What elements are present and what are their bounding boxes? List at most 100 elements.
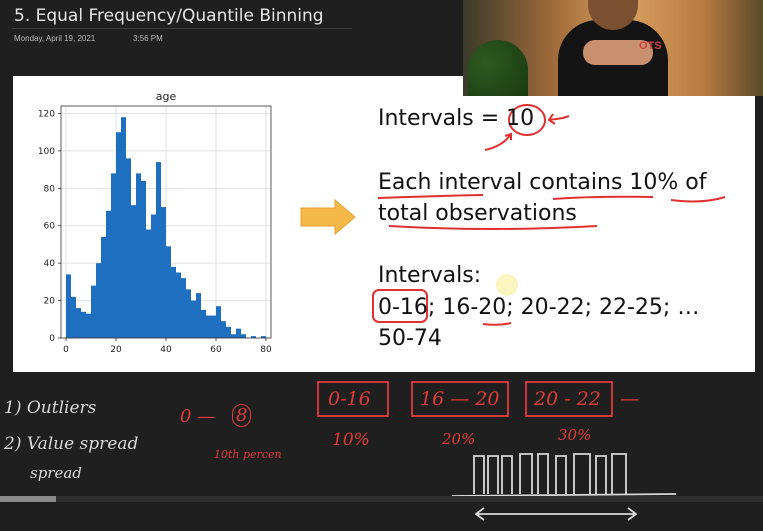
board-item-value-spread: 2) Value spread [4,434,139,454]
each-interval-line2: total observations [378,201,577,226]
board-zero: 0 — [180,406,216,427]
box-16-20 [411,381,509,417]
horizontal-scrollbar[interactable] [0,496,763,502]
cursor-highlight [496,274,518,296]
board-item-spread: spread [30,464,82,482]
histogram-bar [186,289,191,338]
histogram-bar [191,300,196,338]
intervals-list-label: Intervals: [378,263,482,288]
board-pct-20: 20% [442,430,476,448]
histogram-bar [251,336,256,338]
histogram-bar [81,311,86,338]
histogram-bar [211,315,216,338]
underline-total [388,225,598,230]
histogram-bar [181,278,186,338]
histogram-chart: 0 20 40 60 80 100 120 0 20 40 60 80 age [38,90,272,355]
box-20-22 [525,381,613,417]
double-arrow-sketch [474,507,638,521]
intervals-value: 10 [506,106,535,131]
board-box3-text: 20 - 22 [534,388,601,410]
y-tick-label: 40 [44,259,56,269]
histogram-bar [171,266,176,338]
histogram-bar [166,246,171,338]
intervals-heading: Intervals = 10 [378,106,534,131]
scrollbar-thumb[interactable] [0,496,56,502]
histogram-bar [231,334,236,338]
histogram-bar [71,296,76,338]
histogram-bar [96,263,101,338]
intervals-label: Intervals = [378,106,507,131]
arrow-annotation [547,113,570,125]
underline-each [377,194,484,199]
y-tick-label: 120 [38,109,55,119]
histogram-bar [76,308,81,338]
intervals-list-line2: 50-74 [378,326,442,351]
board-box1-text: 0-16 [328,388,371,410]
page-time: 3:56 PM [133,34,163,43]
histogram-bar [116,132,121,338]
histogram-bar [236,328,241,338]
board-pct-10: 10% [332,430,370,450]
y-tick-label: 100 [38,147,55,157]
histogram-bar [161,207,166,338]
board-pct-30: 30% [558,426,592,444]
page-title: 5. Equal Frequency/Quantile Binning [14,6,324,26]
histogram-bar [221,321,226,338]
histogram-bar [216,306,221,338]
histogram-bar [206,315,211,338]
arrow-up-annotation [484,132,512,151]
histogram-bar [261,336,266,338]
histogram-bar [121,117,126,339]
board-drawings [317,381,677,521]
x-tick-label: 80 [260,345,272,355]
histogram-bar [176,272,181,338]
histogram-bar [196,293,201,338]
board-eight: 8 [232,404,252,427]
board-box2-text: 16 — 20 [420,388,500,410]
underline-contains [552,195,654,200]
board-10th-percentile: 10th percen [214,448,282,461]
histogram-bar [86,313,91,338]
x-tick-label: 40 [160,345,172,355]
title-divider [12,28,352,29]
x-tick-label: 60 [210,345,222,355]
y-tick-label: 20 [44,297,56,307]
box-annotation-0-16 [372,289,428,323]
histogram-bar [101,236,106,338]
histogram-bar [241,334,246,338]
shirt-logo: OTS [639,40,662,52]
histogram-bar [111,173,116,338]
page-date: Monday, April 19, 2021 [14,34,96,43]
plant-icon [468,40,528,96]
y-tick-label: 80 [44,184,56,194]
histogram-bar [131,205,136,338]
underline-10pct [670,196,726,203]
whiteboard-area: 1) Outliers 2) Value spread spread 0 — 8… [0,374,763,531]
circle-annotation-10 [508,104,546,136]
webcam-feed: OTS [463,0,763,96]
histogram-bar [201,309,206,338]
y-tick-label: 0 [49,334,55,344]
bins-sketch [473,453,627,494]
presenter-hands [583,40,653,65]
board-dash: — [620,388,639,410]
y-tick-label: 60 [44,222,56,232]
histogram-bar [156,162,161,338]
board-item-outliers: 1) Outliers [4,398,97,418]
underline-16-20 [482,322,512,326]
histogram-bar [106,210,111,338]
arrow-right-icon [300,198,356,236]
histogram-bar [126,158,131,338]
intervals-list-line1: 0-16; 16-20; 20-22; 22-25; … [378,295,700,320]
baseline-sketch [451,493,677,497]
box-0-16 [317,381,389,417]
histogram-bar [136,173,141,338]
histogram-bar [91,285,96,338]
slide-annotations [300,104,726,326]
histogram-bar [141,180,146,338]
slide-image: 0 20 40 60 80 100 120 0 20 40 60 80 age Intervals = … [13,76,755,372]
histogram-bar [151,214,156,338]
histogram-bar [66,274,71,338]
histogram-bar [146,229,151,338]
chart-title: age [156,90,177,103]
